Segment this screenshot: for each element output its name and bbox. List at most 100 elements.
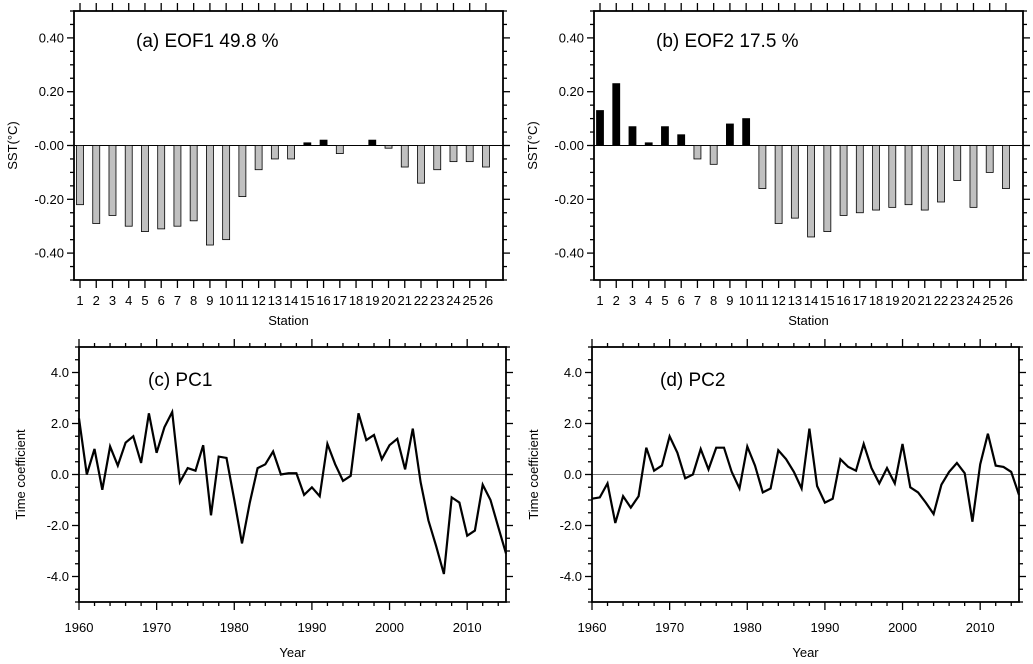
panel-title: (b) EOF2 17.5 % — [656, 31, 799, 52]
x-tick-label: 6 — [678, 293, 685, 308]
x-tick-label: 13 — [268, 293, 282, 308]
y-tick-label: -2.0 — [47, 518, 69, 533]
x-tick-label: 5 — [141, 293, 148, 308]
bar-station-19 — [368, 139, 377, 146]
x-tick-label: 15 — [300, 293, 314, 308]
x-tick-label: 14 — [804, 293, 818, 308]
x-tick-label: 2010 — [966, 620, 995, 635]
bar-station-20 — [904, 145, 913, 206]
x-tick-label: 20 — [901, 293, 915, 308]
bar-station-21 — [920, 145, 929, 211]
x-tick-label: 7 — [174, 293, 181, 308]
x-tick-label: 26 — [999, 293, 1013, 308]
x-tick-label: 16 — [836, 293, 850, 308]
x-tick-label: 10 — [739, 293, 753, 308]
y-tick-label: 2.0 — [51, 416, 69, 431]
x-tick-label: 1980 — [220, 620, 249, 635]
y-tick-label: 0.20 — [559, 84, 584, 99]
bar-station-18 — [872, 145, 880, 211]
plot-frame — [73, 10, 504, 281]
x-tick-label: 2010 — [453, 620, 482, 635]
y-tick-label: -0.00 — [554, 138, 584, 153]
x-tick-label: 19 — [885, 293, 899, 308]
y-axis-title: SST(°C) — [5, 121, 20, 170]
y-tick-label: 4.0 — [51, 365, 69, 380]
y-tick-label: -0.40 — [554, 246, 584, 261]
y-tick-label: -0.00 — [34, 138, 64, 153]
bar-station-16 — [839, 145, 848, 216]
bar-station-20 — [384, 145, 393, 149]
bar-station-4 — [644, 142, 653, 146]
x-tick-label: 1970 — [142, 620, 171, 635]
x-tick-label: 13 — [788, 293, 802, 308]
bar-station-22 — [417, 145, 425, 184]
y-axis-title: Time coefficient — [526, 429, 541, 520]
x-tick-label: 7 — [694, 293, 701, 308]
x-tick-label: 2 — [613, 293, 620, 308]
panel-title: (c) PC1 — [148, 370, 212, 391]
plot-frame — [591, 346, 1020, 603]
bar-station-12 — [254, 145, 263, 171]
panel-b: 0.400.20-0.00-0.20-0.401 2 3 4 5 6 7 8 9 10 11 12 13… — [525, 3, 1030, 328]
x-tick-label: 10 — [219, 293, 233, 308]
bar-station-7 — [173, 145, 182, 227]
x-tick-label: 26 — [479, 293, 493, 308]
bar-station-26 — [482, 145, 490, 168]
x-tick-label: 8 — [190, 293, 197, 308]
x-axis-title: Station — [268, 313, 308, 328]
y-tick-label: 0.40 — [559, 30, 584, 45]
x-tick-label: 23 — [430, 293, 444, 308]
bar-station-17 — [335, 145, 344, 154]
y-tick-label: -4.0 — [560, 569, 582, 584]
x-tick-label: 3 — [109, 293, 116, 308]
y-tick-label: -0.20 — [554, 192, 584, 207]
bar-station-2 — [92, 145, 101, 224]
y-tick-label: 0.0 — [51, 467, 69, 482]
y-axis-title: Time coefficient — [13, 429, 28, 520]
y-tick-label: 0.20 — [39, 84, 64, 99]
bar-station-6 — [677, 134, 686, 146]
x-tick-label: 15 — [820, 293, 834, 308]
x-tick-label: 24 — [966, 293, 980, 308]
y-tick-label: 2.0 — [564, 416, 582, 431]
x-tick-label: 1960 — [578, 620, 607, 635]
x-tick-label: 9 — [726, 293, 733, 308]
bar-station-6 — [157, 145, 166, 230]
x-tick-label: 2000 — [375, 620, 404, 635]
x-axis-title: Station — [788, 313, 828, 328]
bar-station-14 — [807, 145, 815, 238]
bar-station-5 — [661, 126, 669, 146]
bar-station-7 — [693, 145, 702, 160]
bar-station-11 — [238, 145, 247, 198]
x-tick-label: 17 — [333, 293, 347, 308]
x-tick-label: 18 — [349, 293, 363, 308]
bar-station-1 — [76, 145, 84, 206]
x-tick-label: 17 — [853, 293, 867, 308]
bar-station-13 — [270, 145, 279, 160]
bar-station-24 — [449, 145, 458, 163]
bar-station-10 — [742, 118, 751, 146]
x-tick-label: 22 — [414, 293, 428, 308]
x-tick-label: 1970 — [655, 620, 684, 635]
series-line — [77, 408, 508, 575]
x-tick-label: 3 — [629, 293, 636, 308]
bar-station-14 — [287, 145, 295, 160]
bar-station-12 — [774, 145, 783, 224]
y-tick-label: 0.40 — [39, 30, 64, 45]
x-tick-label: 18 — [869, 293, 883, 308]
plot-frame — [593, 10, 1024, 281]
bar-station-25 — [985, 145, 994, 173]
panel-title: (d) PC2 — [660, 370, 725, 391]
x-tick-label: 8 — [710, 293, 717, 308]
bar-station-23 — [433, 145, 442, 171]
x-tick-label: 19 — [365, 293, 379, 308]
bar-station-9 — [726, 123, 734, 146]
x-tick-label: 21 — [398, 293, 412, 308]
bar-station-25 — [465, 145, 474, 163]
x-tick-label: 1990 — [297, 620, 326, 635]
bar-station-5 — [141, 145, 149, 232]
x-tick-label: 14 — [284, 293, 298, 308]
bar-station-8 — [189, 145, 198, 222]
x-tick-label: 20 — [381, 293, 395, 308]
bar-station-26 — [1002, 145, 1010, 189]
